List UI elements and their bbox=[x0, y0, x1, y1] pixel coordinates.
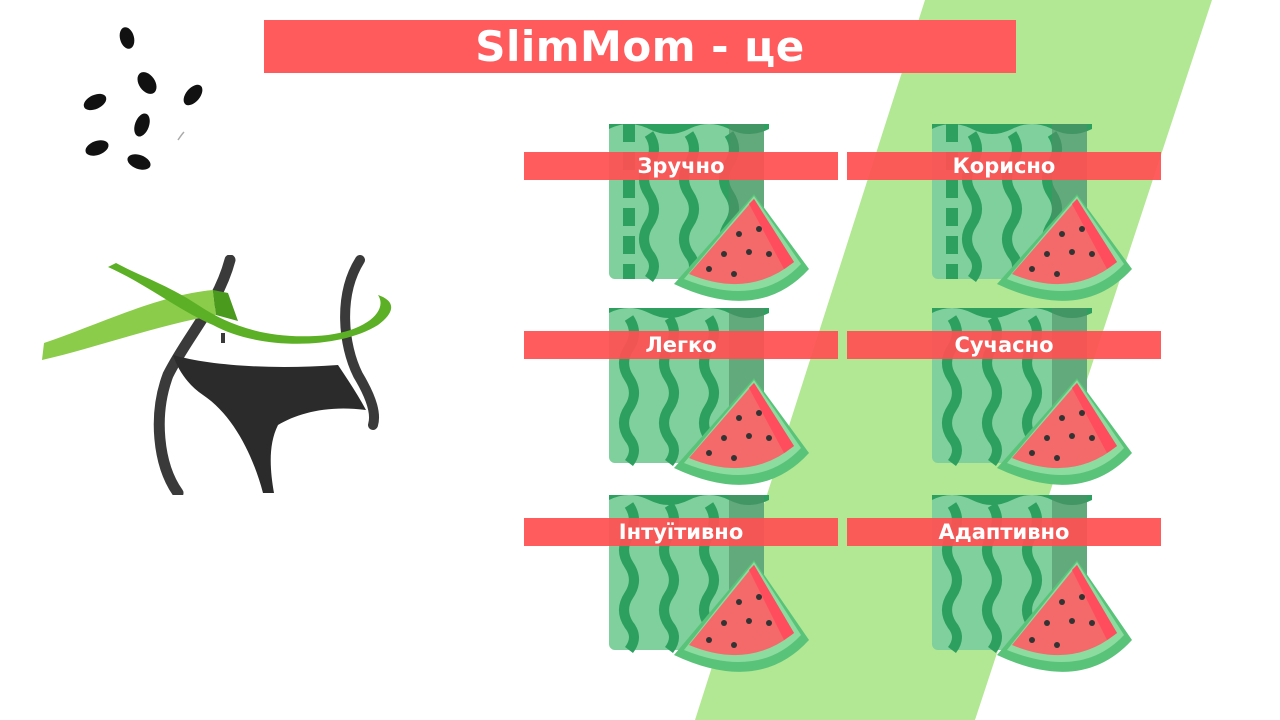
feature-label: Адаптивно bbox=[847, 518, 1161, 546]
feature-card-suchasno: Сучасно bbox=[847, 303, 1161, 493]
feature-card-zruchno: Зручно bbox=[524, 124, 838, 314]
title-banner: SlimMom - це bbox=[264, 20, 1016, 73]
feature-label: Корисно bbox=[847, 152, 1161, 180]
feature-card-intuityvno: Інтуїтивно bbox=[524, 490, 838, 680]
feature-label: Інтуїтивно bbox=[524, 518, 838, 546]
feature-card-korysno: Корисно bbox=[847, 124, 1161, 314]
feature-label: Сучасно bbox=[847, 331, 1161, 359]
feature-card-adaptyvno: Адаптивно bbox=[847, 490, 1161, 680]
watermelon-seeds-icon bbox=[83, 27, 203, 170]
feature-card-lehko: Легко bbox=[524, 303, 838, 493]
feature-label: Зручно bbox=[524, 152, 838, 180]
feature-label: Легко bbox=[524, 331, 838, 359]
page-title: SlimMom - це bbox=[475, 22, 805, 71]
slim-waist-logo-icon bbox=[42, 255, 392, 495]
